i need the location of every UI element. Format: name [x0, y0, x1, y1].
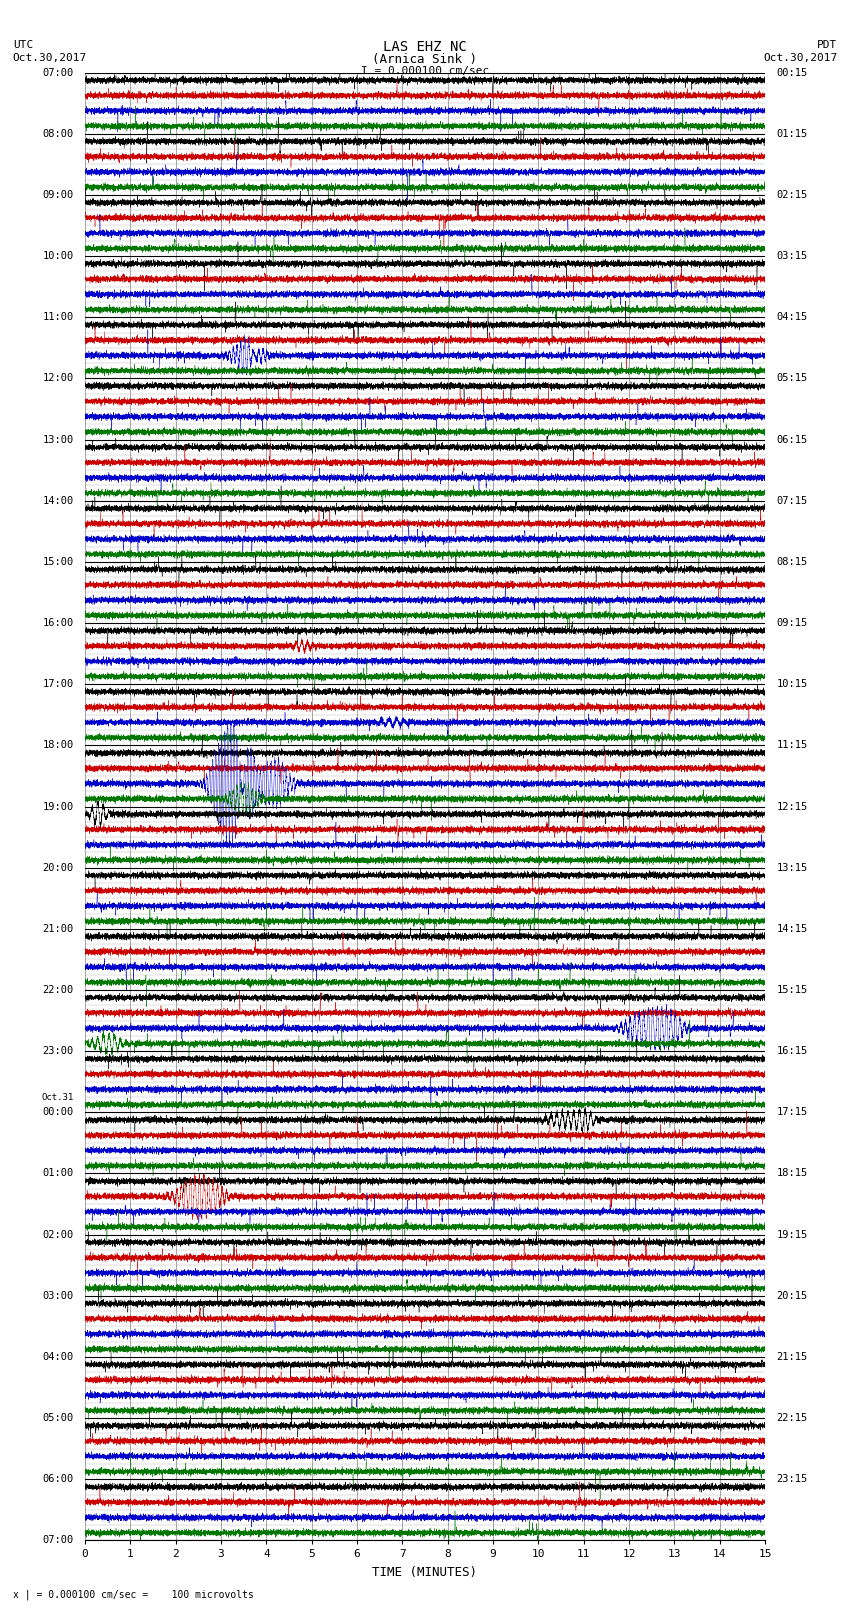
Text: LAS EHZ NC: LAS EHZ NC [383, 40, 467, 55]
Text: 02:15: 02:15 [776, 190, 808, 200]
Text: 17:00: 17:00 [42, 679, 74, 689]
Text: x | = 0.000100 cm/sec =    100 microvolts: x | = 0.000100 cm/sec = 100 microvolts [13, 1589, 253, 1600]
Text: 23:00: 23:00 [42, 1047, 74, 1057]
Text: Oct.31: Oct.31 [42, 1092, 74, 1102]
Text: 12:00: 12:00 [42, 373, 74, 384]
Text: 00:00: 00:00 [42, 1107, 74, 1118]
Text: 14:15: 14:15 [776, 924, 808, 934]
Text: 09:15: 09:15 [776, 618, 808, 627]
Text: 09:00: 09:00 [42, 190, 74, 200]
Text: 05:00: 05:00 [42, 1413, 74, 1423]
Text: 18:15: 18:15 [776, 1168, 808, 1179]
Text: 11:00: 11:00 [42, 313, 74, 323]
Text: 01:00: 01:00 [42, 1168, 74, 1179]
Text: 08:15: 08:15 [776, 556, 808, 566]
Text: 03:15: 03:15 [776, 252, 808, 261]
Text: 07:00: 07:00 [42, 1536, 74, 1545]
Text: 13:00: 13:00 [42, 434, 74, 445]
Text: 07:15: 07:15 [776, 495, 808, 506]
Text: 06:00: 06:00 [42, 1474, 74, 1484]
Text: 19:15: 19:15 [776, 1229, 808, 1240]
Text: 21:00: 21:00 [42, 924, 74, 934]
Text: 08:00: 08:00 [42, 129, 74, 139]
Text: Oct.30,2017: Oct.30,2017 [763, 53, 837, 63]
Text: (Arnica Sink ): (Arnica Sink ) [372, 53, 478, 66]
Text: 22:15: 22:15 [776, 1413, 808, 1423]
Text: 19:00: 19:00 [42, 802, 74, 811]
Text: 03:00: 03:00 [42, 1290, 74, 1300]
Text: 13:15: 13:15 [776, 863, 808, 873]
Text: UTC: UTC [13, 40, 33, 50]
Text: 21:15: 21:15 [776, 1352, 808, 1361]
Text: 16:15: 16:15 [776, 1047, 808, 1057]
Text: PDT: PDT [817, 40, 837, 50]
Text: 15:15: 15:15 [776, 986, 808, 995]
X-axis label: TIME (MINUTES): TIME (MINUTES) [372, 1566, 478, 1579]
Text: 20:00: 20:00 [42, 863, 74, 873]
Text: 01:15: 01:15 [776, 129, 808, 139]
Text: 04:15: 04:15 [776, 313, 808, 323]
Text: 06:15: 06:15 [776, 434, 808, 445]
Text: 10:00: 10:00 [42, 252, 74, 261]
Text: 00:15: 00:15 [776, 68, 808, 77]
Text: 02:00: 02:00 [42, 1229, 74, 1240]
Text: 12:15: 12:15 [776, 802, 808, 811]
Text: Oct.30,2017: Oct.30,2017 [13, 53, 87, 63]
Text: 18:00: 18:00 [42, 740, 74, 750]
Text: 23:15: 23:15 [776, 1474, 808, 1484]
Text: 14:00: 14:00 [42, 495, 74, 506]
Text: 11:15: 11:15 [776, 740, 808, 750]
Text: 07:00: 07:00 [42, 68, 74, 77]
Text: 20:15: 20:15 [776, 1290, 808, 1300]
Text: 17:15: 17:15 [776, 1107, 808, 1118]
Text: 22:00: 22:00 [42, 986, 74, 995]
Text: 05:15: 05:15 [776, 373, 808, 384]
Text: 15:00: 15:00 [42, 556, 74, 566]
Text: 16:00: 16:00 [42, 618, 74, 627]
Text: 10:15: 10:15 [776, 679, 808, 689]
Text: 04:00: 04:00 [42, 1352, 74, 1361]
Text: I = 0.000100 cm/sec: I = 0.000100 cm/sec [361, 66, 489, 76]
